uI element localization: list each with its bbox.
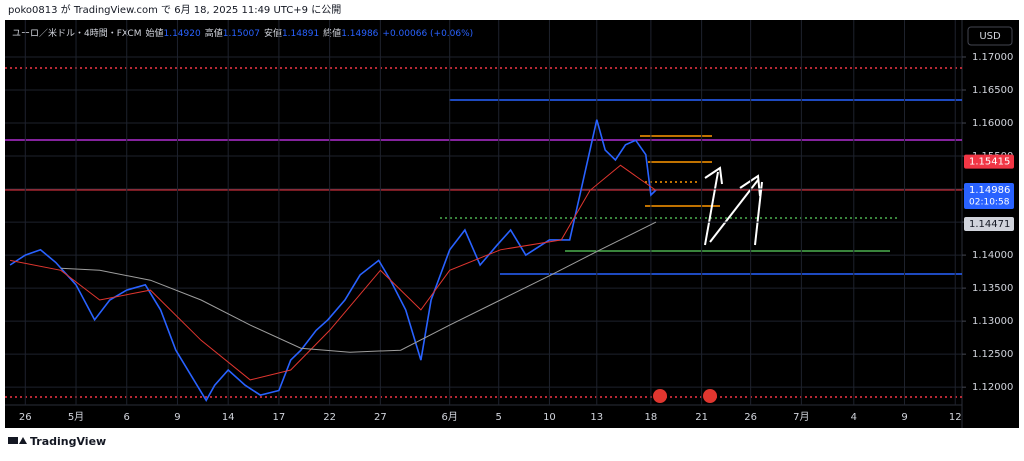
ohlc-value: 1.15007: [223, 29, 260, 39]
price-badge-label: 1.14471: [969, 219, 1010, 230]
price-badge-label: 1.14986: [969, 185, 1010, 196]
x-tick-label: 17: [273, 412, 286, 423]
ohlc-value: 1.14920: [163, 29, 200, 39]
ohlc-label: 高値: [205, 27, 223, 39]
x-tick-label: 26: [744, 412, 757, 423]
price-badge: [964, 216, 1014, 231]
y-tick-label: 1.16000: [972, 118, 1013, 129]
countdown: 02:10:58: [969, 197, 1010, 207]
x-tick-label: 27: [374, 412, 387, 423]
x-tick-label: 21: [695, 412, 708, 423]
x-tick-label: 9: [174, 412, 180, 423]
logo: [8, 437, 27, 444]
x-tick-label: 5: [496, 412, 502, 423]
y-tick-label: 1.16500: [972, 85, 1013, 96]
y-tick-label: 1.12000: [972, 382, 1013, 393]
x-tick-label: 10: [543, 412, 556, 423]
price-line: [60, 221, 657, 353]
x-tick-label: 4: [851, 412, 857, 423]
footer-brand: TradingView: [30, 435, 106, 448]
price-badge: [964, 182, 1014, 209]
ohlc-label: 終値: [323, 27, 341, 39]
x-tick-label: 26: [19, 412, 32, 423]
ohlc-label: 安値: [264, 27, 282, 39]
x-tick-label: 7月: [793, 411, 809, 423]
price-badge: [964, 154, 1014, 169]
x-tick-label: 5月: [68, 411, 84, 423]
x-tick-label: 13: [590, 412, 603, 423]
y-tick-label: 1.13000: [972, 316, 1013, 327]
y-tick-label: 1.17000: [972, 52, 1013, 63]
chart-background: [5, 20, 1019, 428]
ohlc-value: 1.14986: [341, 29, 378, 39]
x-tick-label: 12: [949, 412, 962, 423]
x-tick-label: 6: [124, 412, 130, 423]
price-badge-label: 1.15415: [969, 157, 1010, 168]
x-tick-label: 14: [222, 412, 235, 423]
ohlc-value: 1.14891: [282, 29, 319, 39]
y-tick-label: 1.13500: [972, 283, 1013, 294]
x-tick-label: 6月: [441, 411, 457, 423]
symbol: ユーロ／米ドル・4時間・FXCM: [12, 27, 141, 39]
currency-box[interactable]: [967, 26, 1013, 46]
ohlc-label: 始値: [145, 27, 163, 39]
x-tick-label: 18: [645, 412, 658, 423]
y-tick-label: 1.14000: [972, 250, 1013, 261]
price-line: [10, 164, 657, 381]
currency: USD: [979, 31, 1001, 42]
x-tick-label: 9: [901, 412, 907, 423]
change: +0.00066 (+0.06%): [382, 29, 473, 39]
y-tick-label: 1.12500: [972, 349, 1013, 360]
header: poko0813 が TradingView.com で 6月 18, 2025…: [8, 3, 341, 16]
x-tick-label: 22: [323, 412, 336, 423]
symbol-line: ユーロ／米ドル・4時間・FXCM 始値1.14920 高値1.15007 安値1.14…: [12, 27, 473, 39]
price-line: [9, 119, 657, 402]
